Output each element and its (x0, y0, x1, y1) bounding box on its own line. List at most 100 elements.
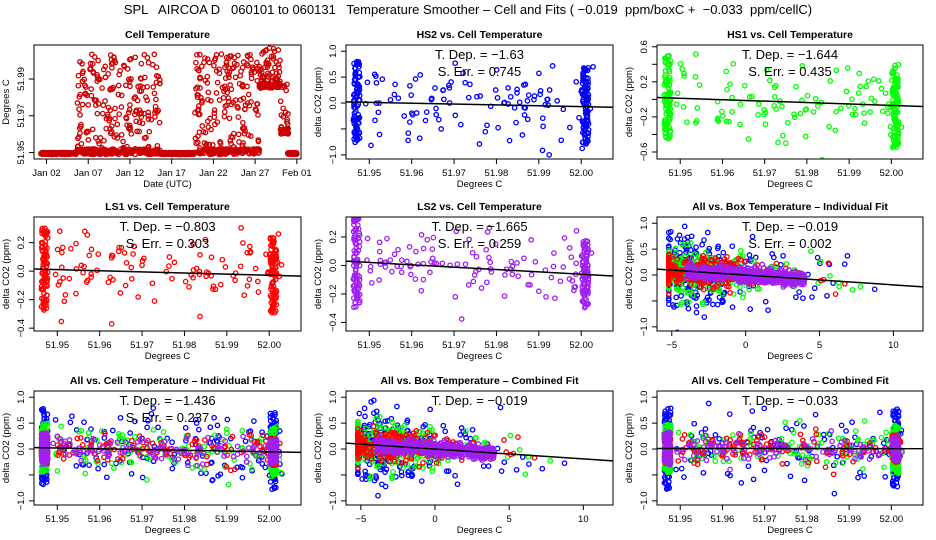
data-point (264, 77, 271, 84)
data-point (684, 119, 690, 126)
data-point (406, 244, 413, 250)
data-point (861, 120, 868, 126)
data-point (415, 261, 421, 268)
y-tick-label: 0.0 (639, 268, 650, 281)
data-point (192, 435, 199, 442)
data-point (229, 65, 236, 72)
data-point (761, 279, 768, 286)
data-point (672, 263, 679, 269)
data-point (849, 111, 856, 118)
data-point (141, 110, 147, 117)
data-point (226, 115, 233, 122)
data-point (837, 105, 844, 112)
panel-all-vs-box-individual: All vs. Box Temperature – Individual Fit… (624, 201, 924, 362)
data-point (284, 116, 291, 123)
plot-frame (33, 216, 302, 332)
data-point (194, 84, 201, 91)
data-point (221, 83, 228, 90)
data-point (524, 98, 531, 104)
data-point (44, 260, 51, 267)
data-point (241, 292, 248, 299)
data-point (703, 249, 709, 256)
data-point (76, 106, 82, 113)
data-point (193, 420, 200, 426)
data-point (893, 141, 900, 148)
data-point (398, 257, 405, 263)
data-point (207, 424, 214, 431)
data-point (354, 272, 361, 278)
data-point (242, 438, 249, 445)
y-tick-label: 0.2 (16, 236, 27, 249)
x-tick-label: Jan 07 (74, 168, 103, 179)
x-tick-label: 52.00 (569, 168, 593, 179)
data-point (262, 64, 268, 71)
data-point (139, 262, 145, 269)
data-point (129, 437, 135, 444)
data-point (356, 238, 363, 245)
data-point (446, 100, 453, 106)
data-point (217, 281, 224, 288)
data-point (674, 90, 681, 97)
data-point (762, 298, 769, 305)
data-point (387, 257, 394, 263)
data-point (665, 281, 672, 288)
data-point (664, 53, 671, 59)
data-point (585, 79, 592, 85)
y-tick-label: 51.99 (16, 67, 27, 91)
data-point (719, 278, 725, 284)
data-point (407, 82, 413, 89)
data-point (784, 119, 791, 126)
data-point (666, 68, 673, 75)
data-point (727, 289, 733, 296)
y-tick-label: 0.5 (639, 243, 650, 256)
data-point (726, 118, 732, 125)
data-point (540, 123, 546, 130)
data-point (804, 92, 811, 99)
x-axis-label: Degrees C (767, 351, 813, 362)
data-point (237, 263, 244, 270)
data-point (62, 292, 69, 298)
x-tick-label: 51.96 (400, 340, 424, 351)
data-point (892, 109, 899, 116)
data-point (539, 147, 546, 154)
data-point (507, 93, 514, 100)
data-point (59, 249, 65, 256)
x-tick-label: 51.96 (400, 168, 424, 179)
data-point (99, 85, 105, 91)
panel-title: All vs. Box Temperature – Individual Fit (692, 201, 888, 213)
x-tick-label: 51.98 (485, 168, 509, 179)
data-point (231, 466, 238, 473)
data-point (227, 82, 234, 88)
data-point (235, 105, 241, 111)
data-point (213, 90, 220, 96)
data-point (354, 103, 361, 109)
data-point (391, 91, 398, 98)
data-point (125, 109, 132, 116)
data-point (720, 249, 727, 256)
data-point (412, 76, 419, 82)
y-tick-label: −0.6 (639, 143, 650, 162)
data-point (573, 78, 580, 85)
data-point (687, 281, 694, 287)
x-tick-label: Jan 17 (157, 168, 186, 179)
data-point (735, 255, 742, 262)
data-point (573, 260, 580, 267)
data-point (350, 217, 357, 223)
data-point (54, 246, 61, 253)
data-point (895, 61, 902, 68)
y-axis-label: delta CO2 (ppm) (624, 239, 635, 309)
data-point (532, 258, 539, 265)
data-point (673, 101, 680, 108)
data-point (674, 236, 681, 242)
data-point (255, 289, 262, 295)
panel-title: HS1 vs. Cell Temperature (727, 29, 853, 41)
data-point (678, 293, 684, 299)
data-point (112, 105, 118, 112)
data-point (452, 60, 459, 67)
data-point (176, 151, 182, 158)
data-point (368, 279, 375, 286)
data-point (849, 96, 855, 103)
data-point (521, 255, 527, 262)
data-point (672, 245, 679, 252)
